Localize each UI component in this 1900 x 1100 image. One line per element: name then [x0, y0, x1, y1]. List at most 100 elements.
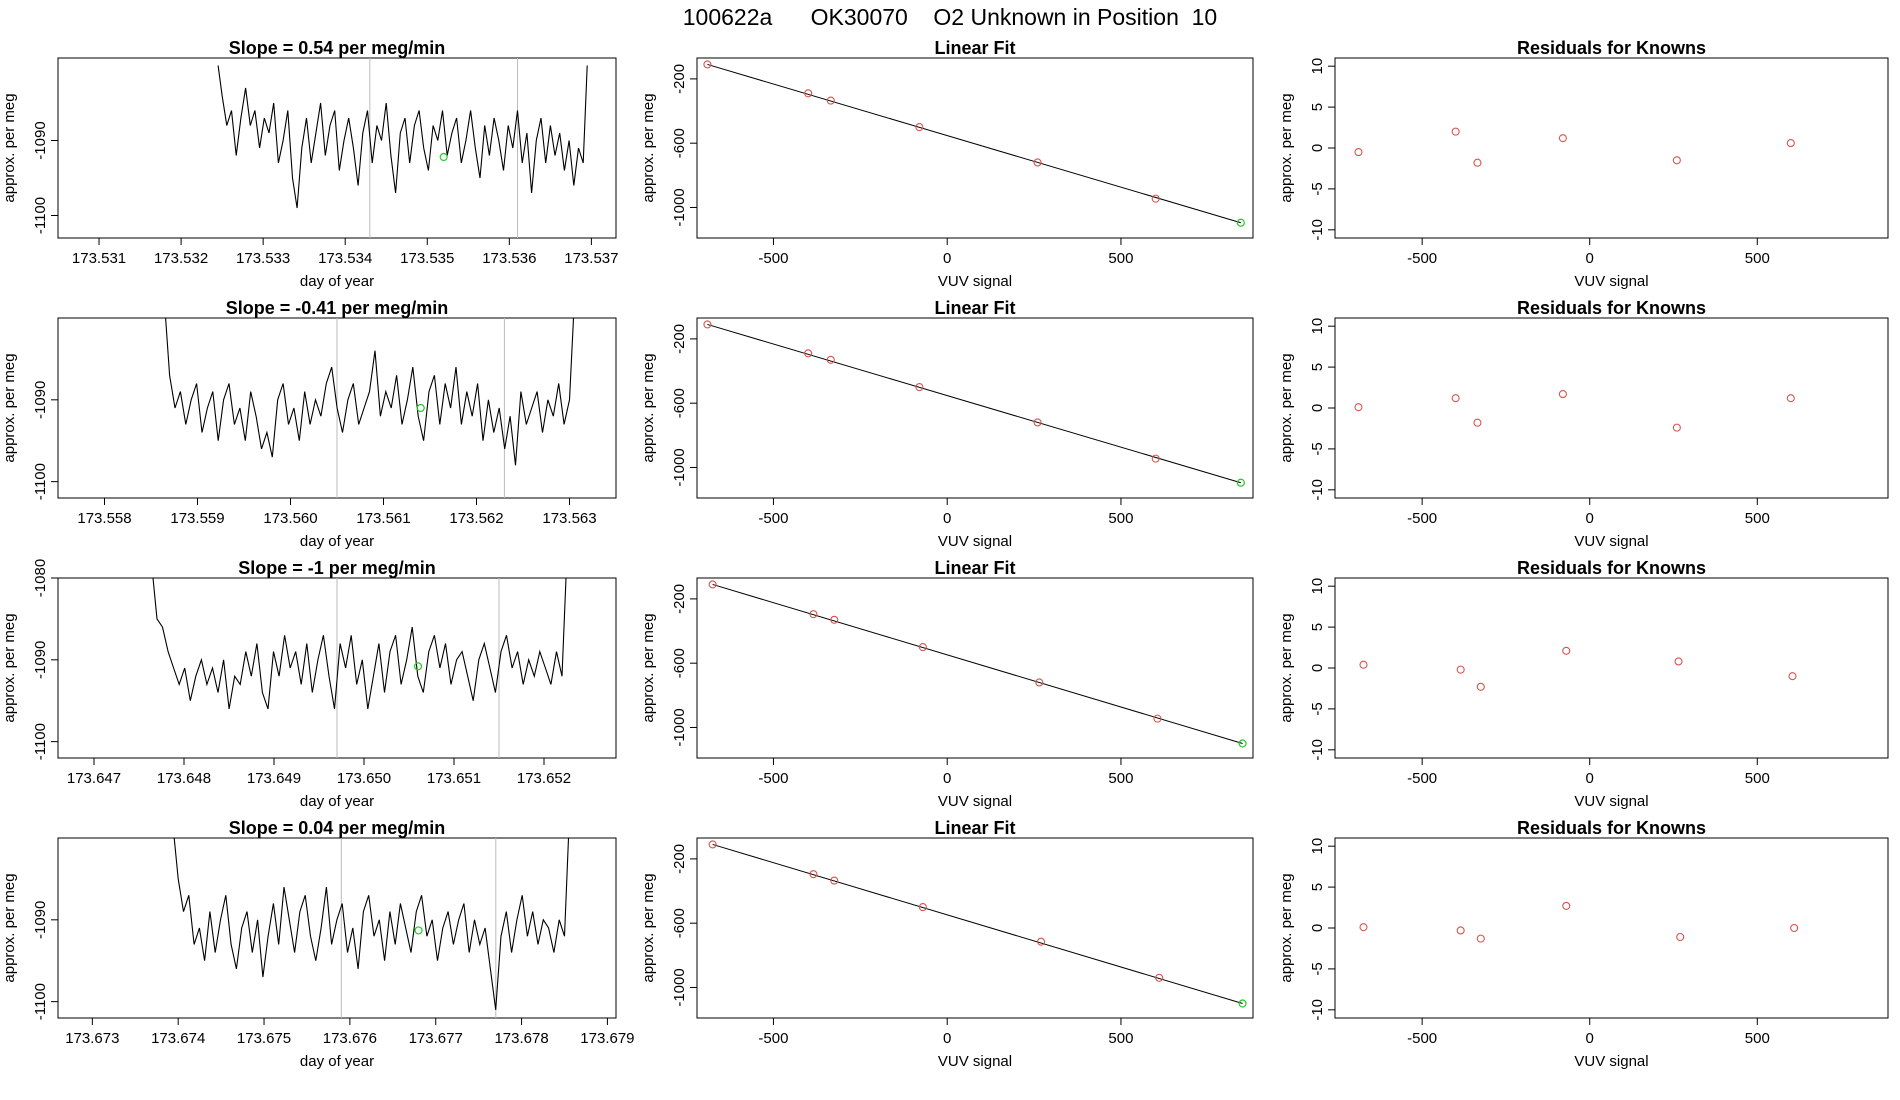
chart-11-xtick-label-2: 500	[1745, 1030, 1770, 1047]
chart-7-plot-frame	[696, 577, 1254, 759]
chart-6-xtick-label-3: 173.650	[337, 770, 391, 787]
chart-7-xtick-label-1: 0	[943, 770, 951, 787]
chart-8-xtick-label-2: 500	[1745, 770, 1770, 787]
chart-11-plot-frame	[1334, 837, 1889, 1019]
chart-2-title: Residuals for Knowns	[1517, 38, 1706, 58]
chart-8-xtick-label-0: -500	[1407, 770, 1437, 787]
chart-2-ytick-label-2: 0	[1309, 144, 1326, 152]
chart-10-known-point-4	[1036, 937, 1046, 946]
chart-10-xtick-label-1: 0	[943, 1030, 951, 1047]
chart-8-residual-point-1	[1456, 665, 1465, 674]
chart-9-series-line	[173, 838, 570, 1010]
chart-1-xtick-label-0: -500	[758, 250, 788, 267]
chart-7-known-point-4	[1035, 678, 1044, 687]
chart-4-ylabel: approx. per meg	[640, 353, 657, 462]
chart-11-ytick-label-4: 10	[1309, 838, 1326, 855]
chart-5-residual-point-2	[1473, 418, 1482, 427]
chart-10-title: Linear Fit	[934, 818, 1015, 838]
chart-4-xlabel: VUV signal	[938, 533, 1012, 550]
chart-6-ytick-label-0: -1100	[32, 723, 49, 760]
chart-10-known-point-0	[708, 840, 717, 849]
chart-11-residual-point-1	[1456, 926, 1465, 935]
chart-3-xtick-label-0: 173.558	[77, 510, 131, 527]
chart-2-xtick-label-1: 0	[1586, 250, 1594, 267]
chart-0-xtick-label-1: 173.532	[154, 250, 208, 267]
chart-10-known-point-1	[809, 870, 818, 879]
chart-5-residual-point-5	[1786, 394, 1795, 403]
chart-11-residual-point-5	[1790, 923, 1799, 933]
chart-2-ylabel: approx. per meg	[1278, 93, 1295, 202]
chart-0-xlabel: day of year	[300, 273, 374, 290]
chart-3-ytick-label-0: -1100	[32, 463, 49, 500]
chart-6-xtick-label-0: 173.647	[67, 770, 121, 787]
chart-4-ytick-label-2: -200	[671, 324, 688, 354]
chart-8-ylabel: approx. per meg	[1278, 613, 1295, 722]
chart-8-residual-point-2	[1476, 682, 1485, 691]
chart-4-title: Linear Fit	[934, 298, 1015, 318]
chart-9-xtick-label-0: 173.673	[65, 1030, 119, 1047]
chart-0-plot-frame	[57, 57, 617, 239]
chart-9-xtick-label-2: 173.675	[237, 1030, 291, 1047]
chart-2-xtick-label-2: 500	[1745, 250, 1770, 267]
chart-3-xtick-label-1: 173.559	[170, 510, 224, 527]
chart-8-ytick-label-3: 5	[1309, 623, 1326, 631]
chart-4-xtick-label-1: 0	[943, 510, 951, 527]
chart-11-ytick-label-3: 5	[1309, 883, 1326, 891]
chart-7-known-point-5	[1153, 714, 1162, 723]
chart-9-ylabel: approx. per meg	[1, 873, 18, 982]
chart-7-unknown-point	[1238, 739, 1247, 748]
chart-6-unknown-point	[413, 662, 423, 671]
chart-5-ytick-label-0: -10	[1309, 479, 1326, 501]
chart-4-ytick-label-0: -1000	[671, 448, 688, 486]
chart-7-known-point-1	[809, 610, 818, 619]
chart-4-known-point-5	[1151, 454, 1160, 463]
chart-8-xtick-label-1: 0	[1586, 770, 1594, 787]
chart-6-xtick-label-2: 173.649	[247, 770, 301, 787]
chart-10-xtick-label-2: 500	[1108, 1030, 1133, 1047]
chart-3-xtick-label-5: 173.563	[542, 510, 596, 527]
chart-10-ytick-label-2: -200	[671, 844, 688, 874]
chart-7-ylabel: approx. per meg	[640, 613, 657, 722]
chart-10-known-point-5	[1155, 973, 1164, 982]
chart-0-title: Slope = 0.54 per meg/min	[229, 38, 446, 58]
chart-2-ytick-label-0: -10	[1309, 219, 1326, 241]
chart-5-residual-point-3	[1558, 390, 1567, 399]
chart-11-ytick-label-1: -5	[1309, 962, 1326, 975]
chart-9-ytick-label-1: -1090	[32, 901, 49, 939]
chart-0-xtick-label-6: 173.537	[564, 250, 618, 267]
chart-4-plot-frame	[696, 317, 1254, 499]
chart-4-known-point-1	[804, 349, 813, 358]
chart-2-ytick-label-4: 10	[1309, 58, 1326, 75]
chart-8-ytick-label-4: 10	[1309, 578, 1326, 595]
chart-2-residual-point-0	[1354, 148, 1363, 157]
chart-9-xtick-label-5: 173.678	[494, 1030, 548, 1047]
chart-10-xlabel: VUV signal	[938, 1053, 1012, 1070]
chart-8-residual-point-0	[1359, 660, 1368, 669]
chart-3-unknown-point	[416, 403, 425, 413]
chart-1-known-point-1	[804, 89, 813, 98]
chart-7-ytick-label-2: -200	[671, 584, 688, 614]
chart-11-ytick-label-2: 0	[1309, 924, 1326, 932]
chart-5-title: Residuals for Knowns	[1517, 298, 1706, 318]
chart-6-ylabel: approx. per meg	[1, 613, 18, 722]
chart-11-xtick-label-1: 0	[1586, 1030, 1594, 1047]
chart-6-xtick-label-1: 173.648	[157, 770, 211, 787]
chart-0-series-line	[217, 65, 588, 209]
chart-11-residual-point-2	[1476, 934, 1485, 943]
figure-title: 100622a OK30070 O2 Unknown in Position 1…	[682, 4, 1218, 30]
chart-6-ytick-label-2: -1080	[32, 559, 49, 597]
chart-5-plot-frame	[1334, 317, 1889, 499]
chart-10-xtick-label-0: -500	[758, 1030, 788, 1047]
chart-7-xlabel: VUV signal	[938, 793, 1012, 810]
chart-1-ytick-label-1: -600	[671, 128, 688, 158]
chart-10-fit-line	[712, 843, 1243, 1005]
chart-2-xtick-label-0: -500	[1407, 250, 1437, 267]
chart-9-plot-frame	[57, 837, 617, 1019]
chart-3-title: Slope = -0.41 per meg/min	[226, 298, 449, 318]
chart-10-ytick-label-0: -1000	[671, 968, 688, 1006]
chart-1-known-point-5	[1151, 194, 1160, 203]
chart-8-xlabel: VUV signal	[1574, 793, 1648, 810]
chart-9-ytick-label-0: -1100	[32, 983, 49, 1020]
chart-11-residual-point-4	[1676, 932, 1685, 942]
